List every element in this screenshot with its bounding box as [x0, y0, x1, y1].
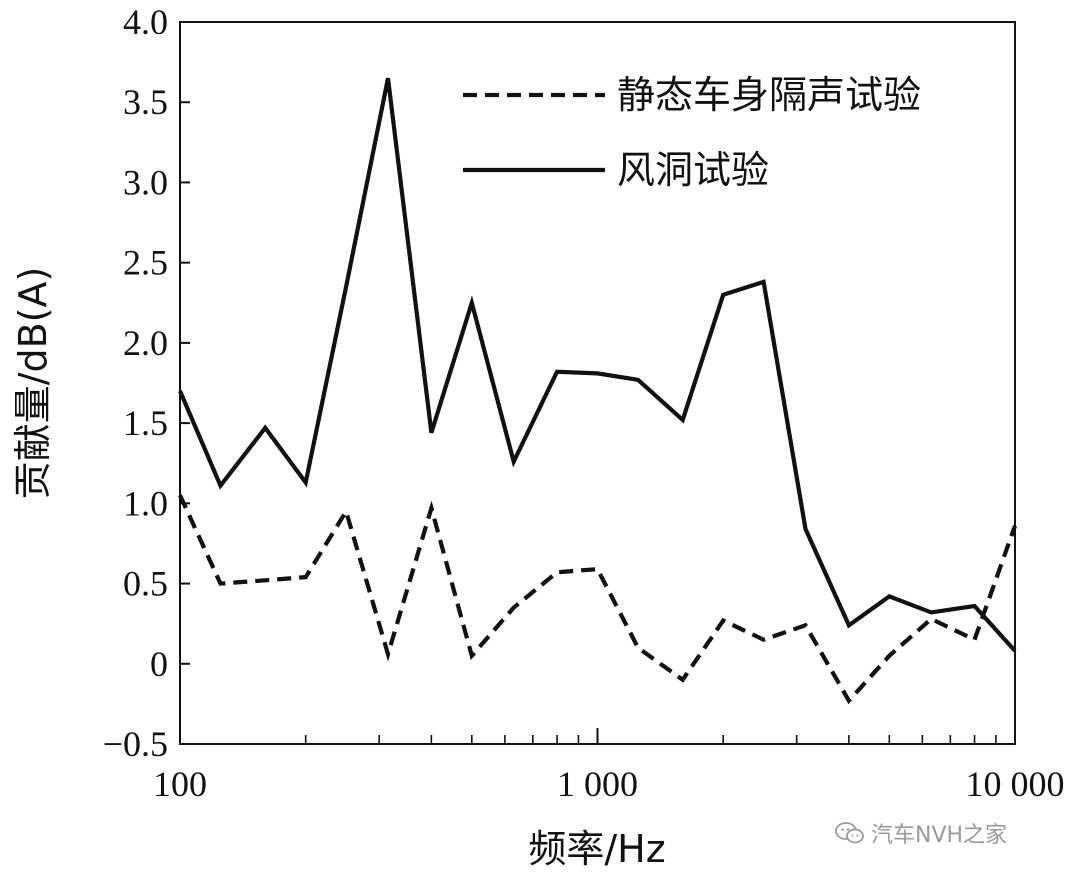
y-tick-label: 4.0	[123, 2, 168, 42]
y-axis-title: 贡献量/dB(A)	[11, 267, 55, 500]
x-axis-title: 频率/Hz	[528, 827, 665, 871]
x-tick-label: 10 000	[966, 764, 1065, 804]
y-axis: −0.5 0 0.5 1.0 1.5 2.0 2.5 3.0 3.5 4.0	[103, 2, 190, 764]
wechat-icon	[835, 822, 864, 844]
y-tick-label: 0.5	[123, 564, 168, 604]
y-tick-label: 0	[150, 644, 168, 684]
series-line-1	[178, 494, 1017, 705]
y-tick-label: 1.0	[123, 483, 168, 523]
y-tick-label: 2.0	[123, 323, 168, 363]
series-line-2	[178, 77, 1017, 653]
x-axis: 100 1 000 10 000	[153, 728, 1065, 804]
legend-label-1: 静态车身隔声试验	[617, 73, 921, 117]
plot-frame	[179, 21, 1016, 745]
y-tick-label: 3.0	[123, 162, 168, 202]
x-tick-label: 100	[153, 764, 207, 804]
y-tick-label: −0.5	[103, 724, 168, 764]
y-tick-label: 1.5	[123, 403, 168, 443]
y-tick-label: 2.5	[123, 243, 168, 283]
y-tick-label: 3.5	[123, 82, 168, 122]
legend-label-2: 风洞试验	[617, 148, 769, 192]
plot-border	[179, 21, 1016, 745]
watermark-text: 汽车NVH之家	[871, 823, 1008, 848]
x-tick-label: 1 000	[557, 764, 638, 804]
watermark: 汽车NVH之家	[835, 816, 1007, 850]
series-layer	[178, 77, 1017, 705]
